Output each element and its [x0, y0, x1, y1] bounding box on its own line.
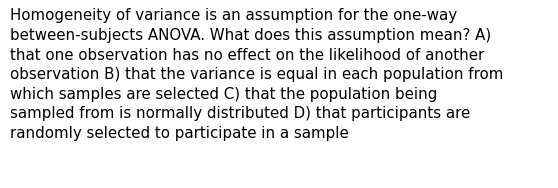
Text: Homogeneity of variance is an assumption for the one-way
between-subjects ANOVA.: Homogeneity of variance is an assumption… [10, 8, 503, 141]
